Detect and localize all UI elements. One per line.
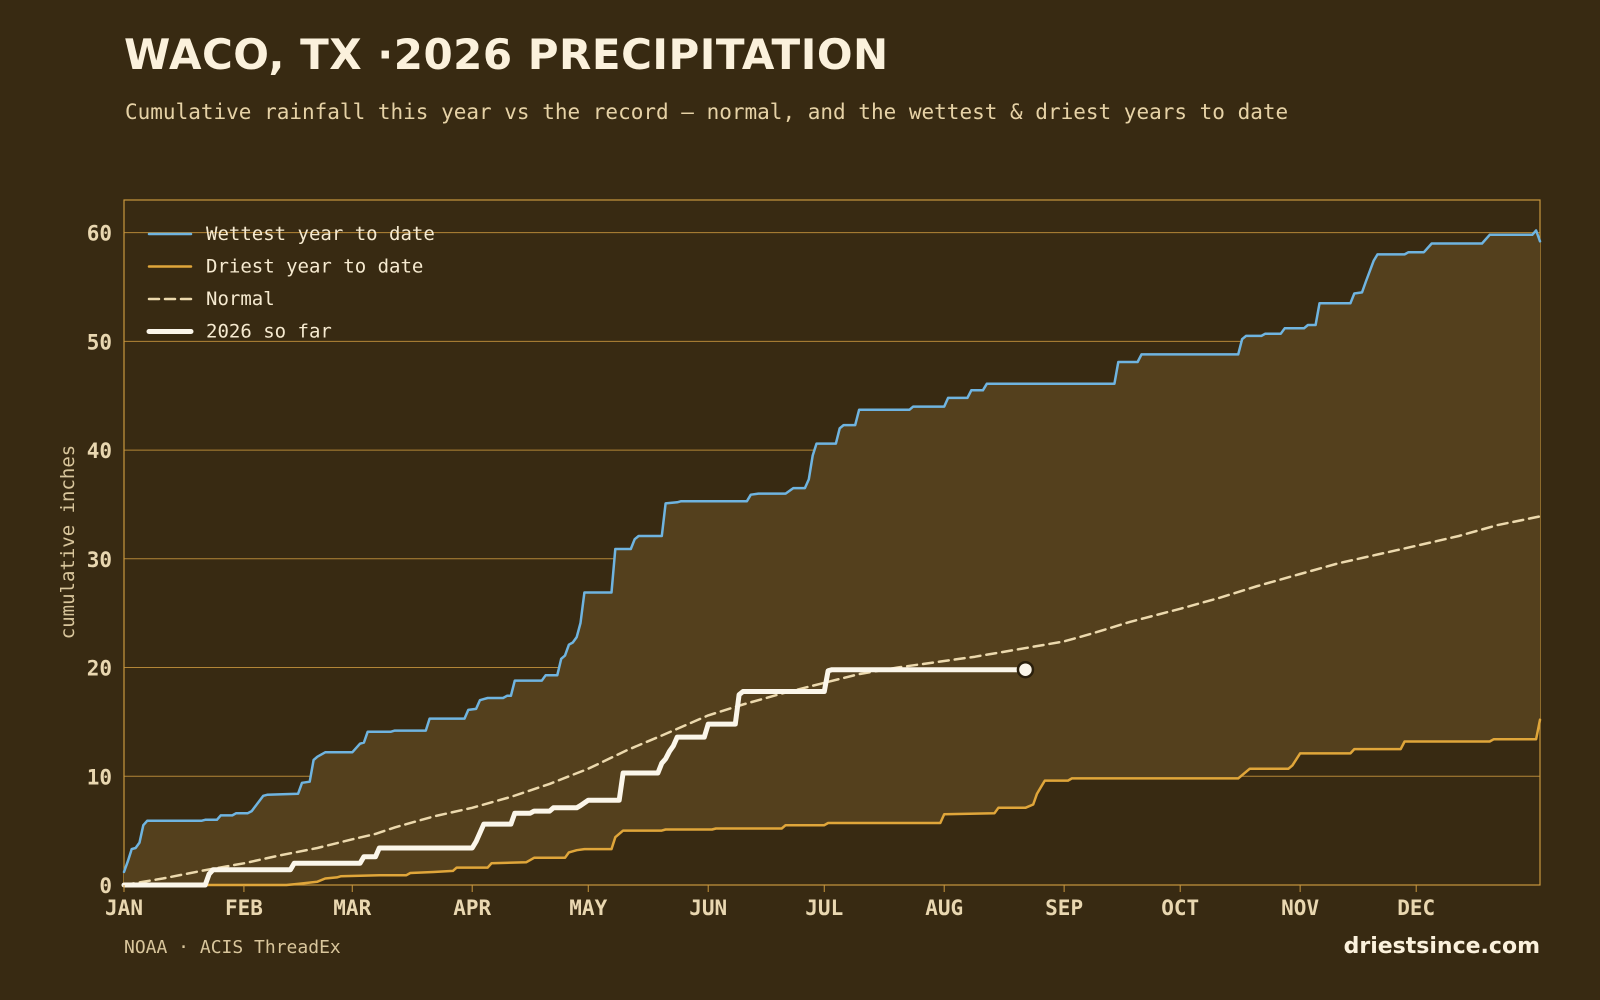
x-tick-label: JAN [105, 896, 143, 920]
legend-label: 2026 so far [206, 321, 332, 343]
series-line-wettest-year-to-date [122, 229, 1542, 874]
x-tick-label: APR [453, 896, 491, 920]
axis-layer: 0 10 20 30 40 50 60 JAN FEB MAR APR MAY JUN JUL AUG SEP… [87, 222, 1435, 920]
legend: Wettest year to date Driest year to date N… [146, 223, 435, 343]
legend-label: Driest year to date [206, 256, 423, 278]
x-tick-label: SEP [1045, 896, 1083, 920]
x-tick-label: DEC [1397, 896, 1435, 920]
y-tick-label: 50 [87, 330, 112, 354]
y-tick-label: 40 [87, 439, 112, 463]
y-axis-label: cumulative inches [57, 445, 79, 639]
series-line-normal [122, 515, 1542, 887]
x-tick-label: JUL [805, 896, 843, 920]
x-tick-label: JUN [689, 896, 727, 920]
y-tick-label: 0 [99, 874, 112, 898]
legend-label: Normal [206, 288, 275, 310]
page-title: WACO, TX ·2026 PRECIPITATION [124, 30, 889, 79]
x-tick-label: MAR [333, 896, 371, 920]
x-tick-label: MAY [569, 896, 607, 920]
series-line-2026-so-far [121, 667, 1028, 888]
series-line-driest-year-to-date [122, 718, 1542, 887]
current-value-marker [1016, 660, 1035, 679]
y-tick-label: 20 [87, 657, 112, 681]
x-tick-label: AUG [925, 896, 963, 920]
record-range-band [124, 230, 1540, 885]
legend-label: Wettest year to date [206, 223, 435, 245]
page-subtitle: Cumulative rainfall this year vs the rec… [125, 100, 1289, 124]
x-tick-label: OCT [1161, 896, 1199, 920]
x-tick-label: NOV [1281, 896, 1319, 920]
site-link[interactable]: driestsince.com [1343, 934, 1540, 959]
x-tick-label: FEB [225, 896, 263, 920]
y-tick-label: 60 [87, 222, 112, 246]
y-tick-label: 10 [87, 765, 112, 789]
y-tick-label: 30 [87, 548, 112, 572]
series-layer [121, 229, 1542, 888]
data-source: NOAA · ACIS ThreadEx [124, 937, 341, 958]
